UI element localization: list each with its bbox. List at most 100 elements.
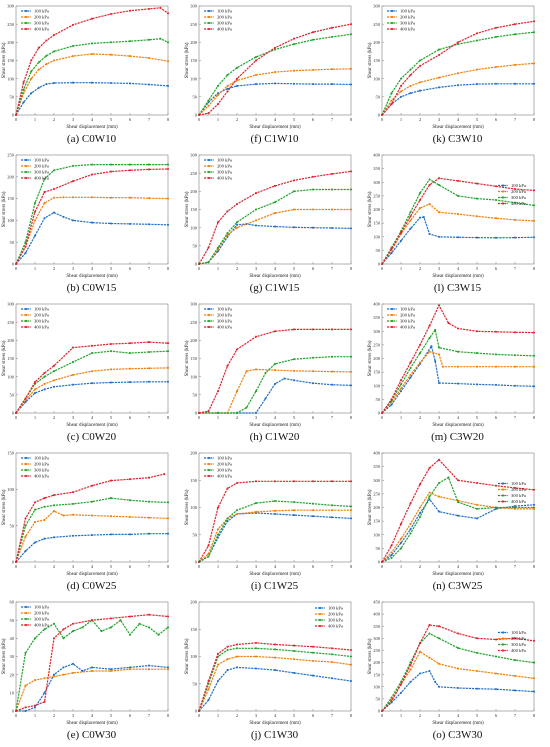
data-point [428,178,431,181]
x-tick-label: 0 [15,415,18,420]
data-point [52,536,56,539]
series-line [198,223,352,265]
panel-caption: (b) C0W15 [67,282,117,294]
legend-marker [207,158,211,162]
data-point [399,547,403,550]
data-point [475,182,479,185]
x-tick-label: 5 [293,415,296,420]
legend-marker [24,325,28,329]
legend-label: 300 kPa [511,642,526,647]
data-point [437,304,441,307]
y-tick-label: 50 [10,240,15,245]
legend-marker [207,164,211,168]
data-point [207,688,210,691]
data-point [283,377,286,380]
y-tick-label: 40 [10,636,15,641]
data-point [45,54,48,57]
y-tick-label: 150 [190,58,198,63]
x-tick-label: 6 [129,713,132,718]
data-point [226,487,229,490]
x-tick-label: 3 [255,266,258,271]
data-point [475,215,479,218]
data-point [349,663,353,666]
x-axis-label: Shear displacement (mm) [66,572,118,577]
data-point [494,383,498,386]
y-tick-label: 300 [190,4,198,9]
data-point [24,706,27,709]
data-point [330,660,334,664]
data-point [475,365,479,368]
data-point [349,648,353,652]
data-point [532,331,536,334]
data-point [235,84,239,87]
data-point [330,516,334,519]
legend-marker [390,9,394,13]
data-point [494,26,498,29]
data-point [235,66,239,69]
data-point [166,167,170,171]
data-point [330,355,334,358]
legend-label: 300 kPa [217,468,232,473]
data-point [90,484,94,487]
data-point [147,38,151,41]
y-tick-label: 200 [7,338,15,343]
y-tick-label: 200 [190,189,198,194]
legend-marker [24,313,28,317]
y-tick-label: 0 [12,709,15,714]
data-point [409,68,412,71]
data-point [147,476,151,479]
data-point [399,541,403,544]
legend-marker [501,202,505,205]
y-tick-label: 150 [7,356,15,361]
data-point [409,84,412,87]
legend-marker [207,462,211,466]
data-point [254,647,258,650]
x-tick-label: 6 [129,564,132,569]
x-tick-label: 6 [495,415,498,420]
data-point [128,196,132,199]
x-tick-label: 7 [148,713,151,718]
data-point [494,506,498,509]
data-point [311,659,315,662]
data-point [311,515,315,518]
data-point [273,643,277,646]
legend-label: 300 kPa [328,618,343,623]
data-point [475,503,479,506]
data-point [437,662,441,665]
data-point [494,365,498,368]
legend-label: 400 kPa [34,474,49,479]
data-point [311,502,315,505]
y-axis-label: Shear stress (kPa) [185,42,190,78]
data-point [418,198,422,202]
data-point [62,514,65,517]
data-point [434,680,437,683]
data-point [418,483,422,486]
x-tick-label: 4 [274,266,277,271]
data-point [292,671,296,674]
data-point [292,509,296,512]
data-point [418,506,422,509]
x-tick-label: 8 [167,564,170,569]
data-point [456,646,460,650]
data-point [147,668,151,671]
y-tick-label: 200 [7,174,15,179]
data-point [147,341,151,344]
data-point [273,71,277,74]
data-point [43,371,46,375]
x-axis-label: Shear displacement (mm) [432,572,484,577]
data-point [22,101,25,104]
data-point [30,77,33,80]
data-point [226,364,229,367]
data-point [71,491,75,494]
data-point [273,509,277,512]
data-point [399,387,403,390]
x-tick-label: 5 [476,117,479,122]
y-tick-label: 250 [373,491,381,496]
data-point [52,34,56,37]
data-point [311,68,315,71]
x-tick-label: 6 [129,266,132,271]
data-point [30,92,33,95]
data-point [197,262,201,266]
data-point [52,211,56,214]
